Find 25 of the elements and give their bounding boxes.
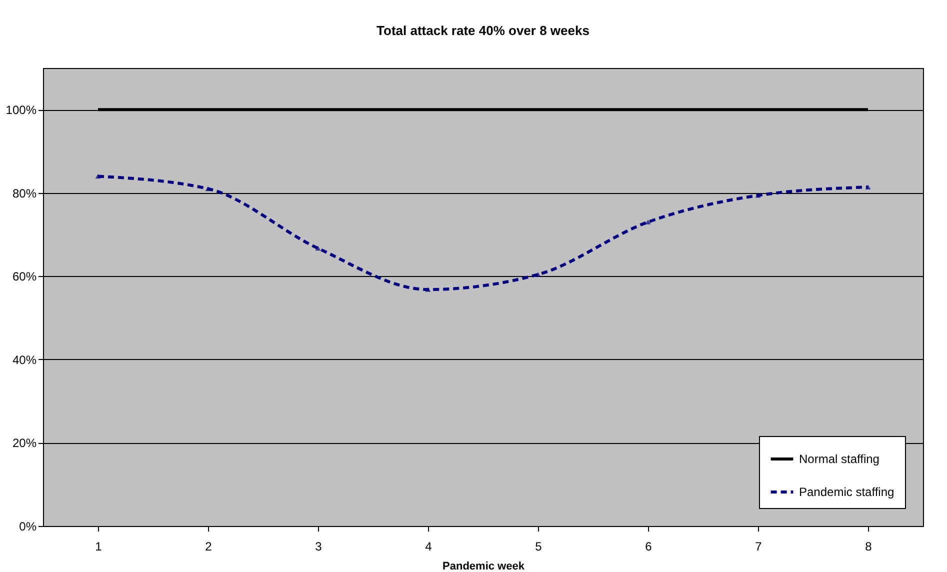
- x-tick-label: 8: [865, 540, 872, 554]
- point: [535, 272, 541, 277]
- point: [865, 184, 871, 190]
- y-tick-label: 0%: [19, 520, 37, 534]
- x-tick-label: 6: [645, 540, 652, 554]
- point: [95, 174, 101, 179]
- y-tick-label: 80%: [12, 186, 37, 200]
- x-tick-label: 2: [205, 540, 212, 554]
- x-tick-label: 7: [755, 540, 762, 554]
- x-tick-label: 5: [535, 540, 542, 554]
- x-tick-label: 4: [425, 540, 432, 554]
- x-tick-label: 3: [315, 540, 322, 554]
- point: [315, 246, 321, 251]
- y-tick-label: 40%: [12, 352, 37, 367]
- point: [205, 186, 211, 192]
- legend-label: Normal staffing: [799, 452, 880, 466]
- chart-title: Total attack rate 40% over 8 weeks: [376, 23, 590, 38]
- x-axis-title: Pandemic week: [442, 560, 526, 572]
- x-tick-label: 1: [95, 540, 102, 554]
- y-tick-label: 60%: [12, 270, 37, 284]
- point: [425, 287, 431, 292]
- y-tick-label: 100%: [6, 103, 37, 118]
- point: [755, 193, 761, 198]
- legend-label: Pandemic staffing: [799, 485, 894, 499]
- y-tick-label: 20%: [12, 436, 37, 450]
